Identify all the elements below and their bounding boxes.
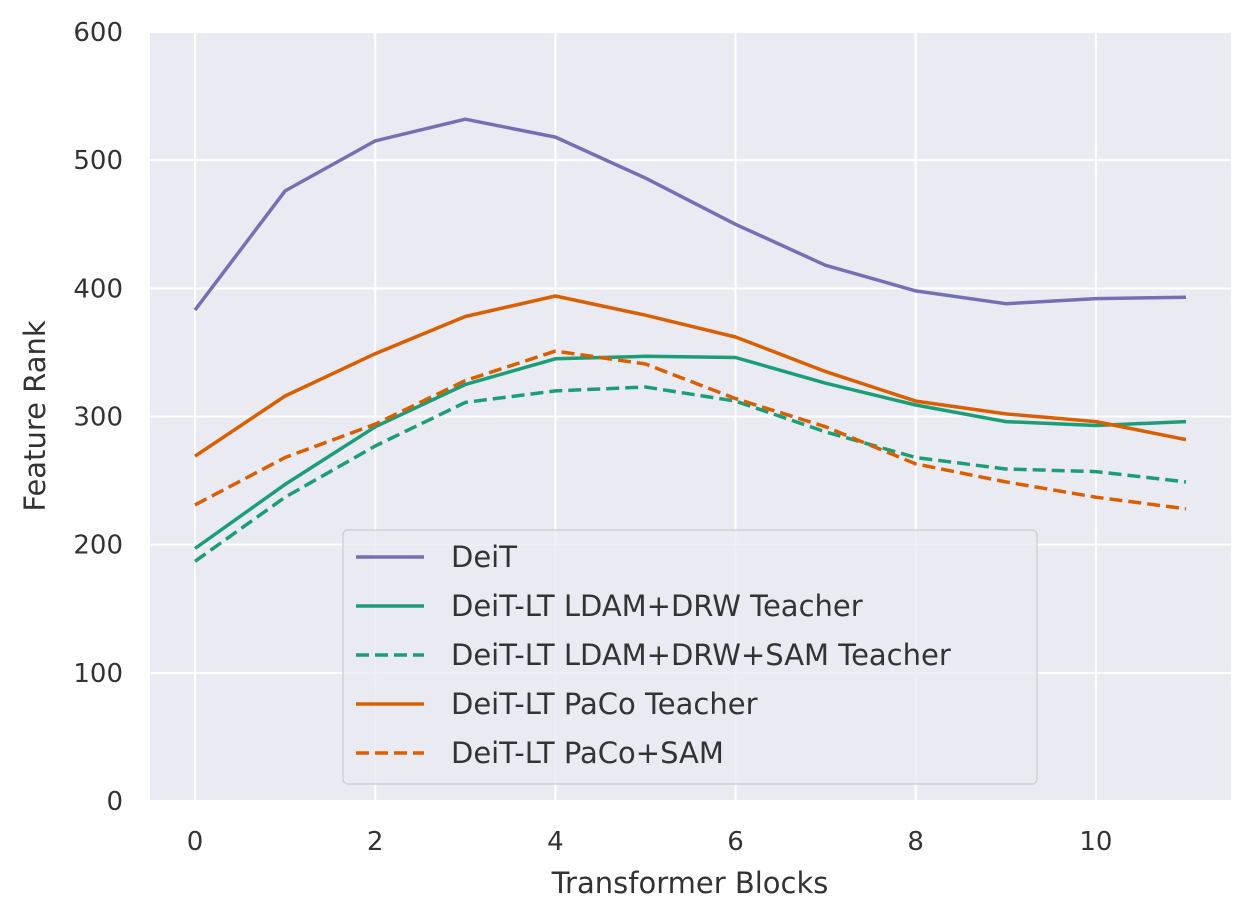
- x-tick-label: 6: [727, 827, 744, 857]
- x-tick-label: 8: [907, 827, 924, 857]
- y-tick-label: 0: [106, 787, 123, 817]
- series-line-1: [193, 117, 1187, 312]
- legend-label: DeiT-LT LDAM+DRW+SAM Teacher: [451, 638, 951, 672]
- x-tick-label: 2: [367, 827, 384, 857]
- y-tick-label: 600: [73, 18, 123, 48]
- y-tick-label: 400: [73, 274, 123, 304]
- y-tick-label: 500: [73, 146, 123, 176]
- series-line-5: [194, 349, 1187, 511]
- legend-label: DeiT-LT PaCo Teacher: [451, 687, 758, 721]
- legend: DeiT DeiT-LT LDAM+DRW Teacher DeiT-LT LDAM…: [342, 529, 1038, 785]
- legend-label: DeiT: [451, 540, 517, 574]
- y-tick-label: 300: [73, 403, 123, 433]
- series-line-4: [194, 294, 1187, 458]
- x-axis-title: Transformer Blocks: [551, 866, 829, 900]
- series-line-2: [193, 354, 1187, 550]
- legend-box: [342, 529, 1038, 785]
- y-tick-label: 100: [73, 659, 123, 689]
- x-tick-label: 4: [547, 827, 564, 857]
- x-tick-label: 0: [187, 827, 204, 857]
- legend-label: DeiT-LT LDAM+DRW Teacher: [451, 589, 863, 623]
- y-tick-label: 200: [73, 531, 123, 561]
- series-lines: [193, 117, 1187, 563]
- y-axis-title: Feature Rank: [18, 320, 52, 511]
- series-line-3: [193, 385, 1187, 563]
- legend-label: DeiT-LT PaCo+SAM: [451, 736, 724, 770]
- x-tick-label: 10: [1079, 827, 1112, 857]
